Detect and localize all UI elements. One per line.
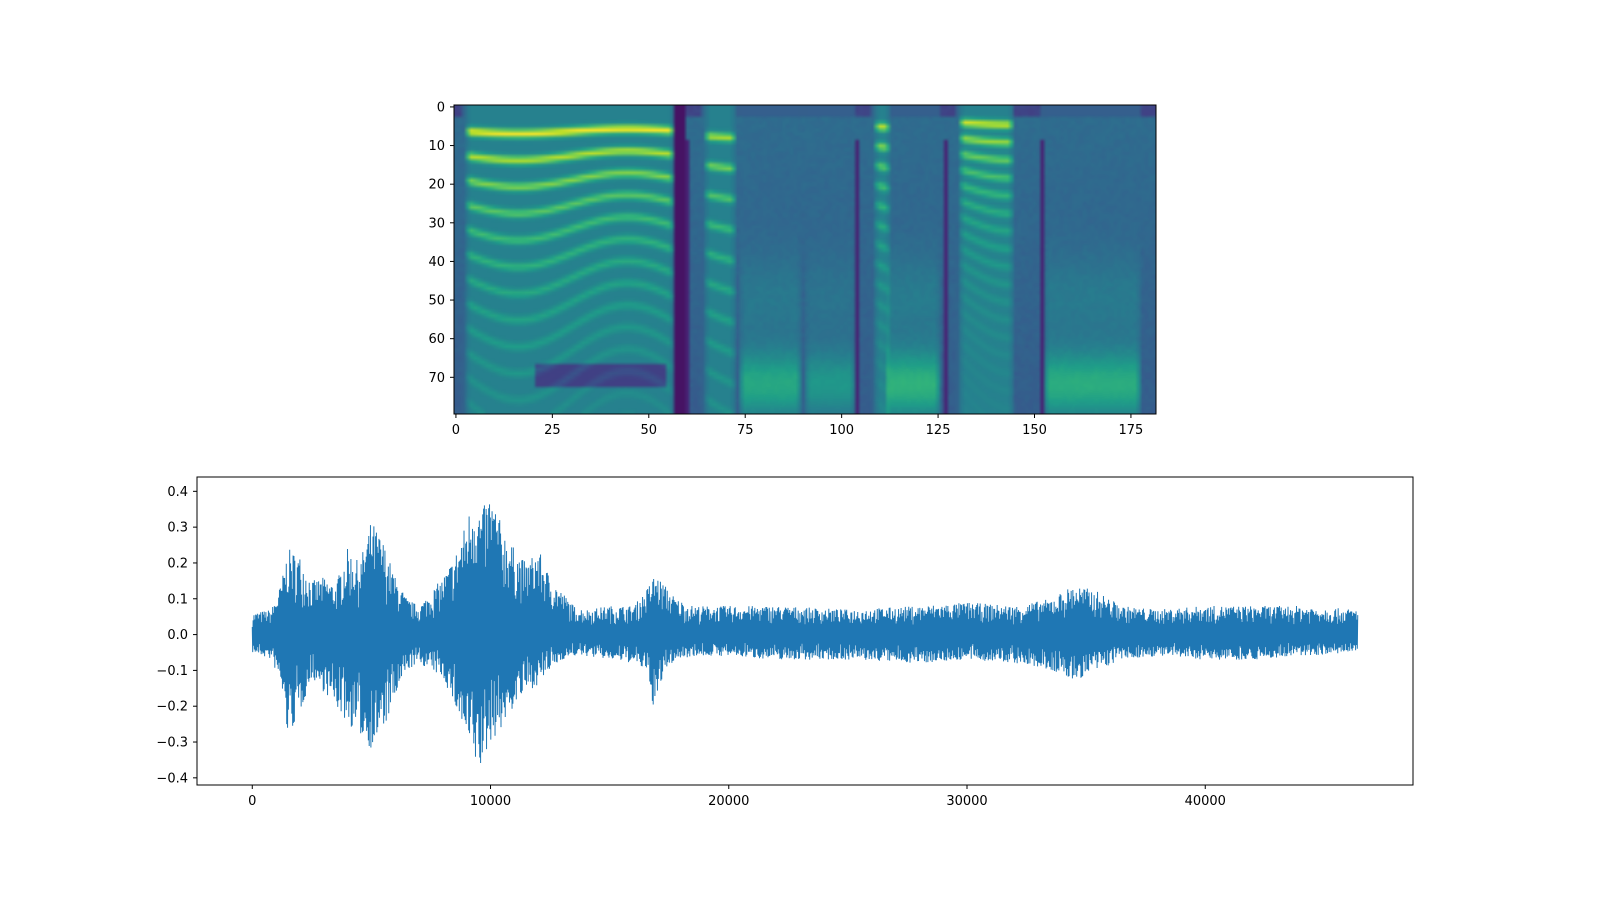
spec-y-tick-label: 50	[428, 294, 445, 309]
wave-x-tick-label: 10000	[470, 794, 511, 809]
waveform-x-ticks: 0 10000 20000 30000 40000	[248, 785, 1226, 809]
mel-spectrogram-image	[454, 105, 1156, 414]
mel-spectrogram-x-ticks: 0 25 50 75 100 125 150 175	[452, 414, 1144, 438]
mel-spectrogram-axes: 0 25 50 75 100 125 150 175 0 10 20 30 40 50 60 70	[428, 100, 1157, 438]
spec-x-tick-label: 25	[544, 423, 561, 438]
waveform-line	[251, 504, 1359, 764]
wave-y-tick-label: −0.4	[156, 771, 188, 786]
spec-x-tick-label: 150	[1022, 423, 1047, 438]
wave-y-tick-label: 0.1	[167, 592, 188, 607]
spec-y-tick-label: 10	[428, 139, 445, 154]
wave-y-tick-label: −0.1	[156, 664, 188, 679]
spec-y-tick-label: 0	[437, 100, 445, 115]
spec-y-tick-label: 60	[428, 332, 445, 347]
mel-spectrogram-y-ticks: 0 10 20 30 40 50 60 70	[428, 100, 454, 386]
wave-x-tick-label: 0	[248, 794, 256, 809]
wave-x-tick-label: 20000	[708, 794, 749, 809]
spec-y-tick-label: 30	[428, 216, 445, 231]
mel-spectrogram-frame	[453, 104, 1157, 415]
spec-y-tick-label: 20	[428, 178, 445, 193]
spec-x-tick-label: 0	[452, 423, 460, 438]
wave-y-tick-label: 0.2	[167, 556, 188, 571]
wave-x-tick-label: 40000	[1185, 794, 1226, 809]
wave-y-tick-label: 0.3	[167, 521, 188, 536]
wave-y-tick-label: −0.3	[156, 736, 188, 751]
wave-y-tick-label: 0.4	[167, 485, 188, 500]
spec-y-tick-label: 40	[428, 255, 445, 270]
waveform-y-ticks: 0.4 0.3 0.2 0.1 0.0 −0.1 −0.2 −0.3 −0.4	[156, 485, 197, 786]
wave-y-tick-label: 0.0	[167, 628, 188, 643]
wave-y-tick-label: −0.2	[156, 700, 188, 715]
spec-x-tick-label: 125	[926, 423, 951, 438]
waveform-axes: 0 10000 20000 30000 40000 0.4 0.3 0.2 0.1 0.0 −0.…	[156, 476, 1414, 809]
spec-y-tick-label: 70	[428, 371, 445, 386]
spec-x-tick-label: 75	[737, 423, 754, 438]
spec-x-tick-label: 100	[829, 423, 854, 438]
waveform-frame	[196, 476, 1414, 786]
wave-x-tick-label: 30000	[946, 794, 987, 809]
spec-x-tick-label: 50	[641, 423, 658, 438]
spec-x-tick-label: 175	[1119, 423, 1144, 438]
